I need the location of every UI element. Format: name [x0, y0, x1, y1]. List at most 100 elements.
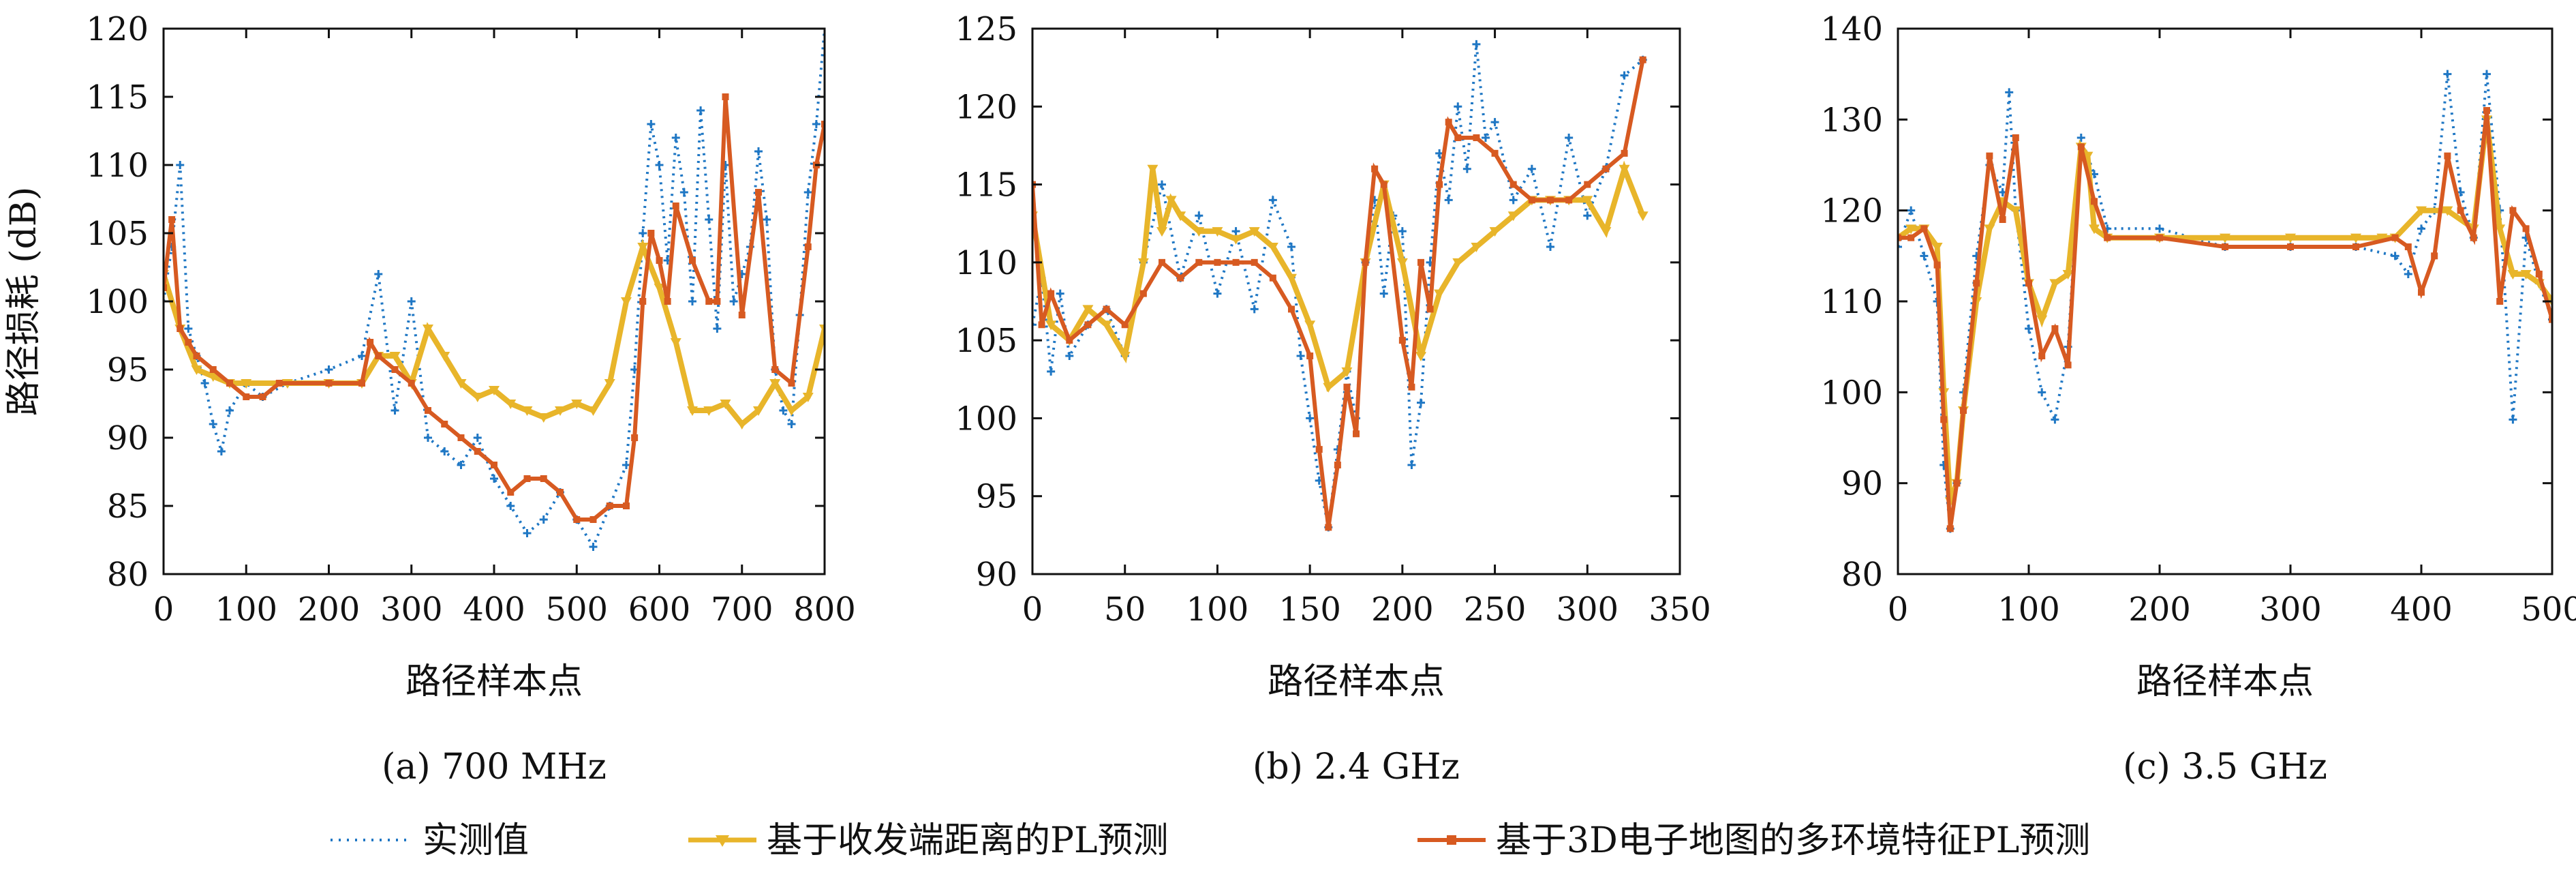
data-point — [647, 120, 656, 128]
data-point — [1101, 320, 1112, 331]
data-point — [753, 406, 764, 416]
data-point — [2391, 234, 2399, 241]
data-point — [2156, 234, 2163, 241]
data-point — [1032, 320, 1037, 329]
data-point — [2404, 243, 2412, 250]
plot-frame — [1031, 27, 1681, 575]
data-point — [1527, 164, 1536, 173]
data-point — [2220, 233, 2230, 243]
y-tick-label: 100 — [86, 283, 149, 321]
data-point — [325, 380, 333, 387]
x-axis-title: 路径样本点 — [2136, 661, 2314, 702]
data-point — [523, 529, 532, 537]
x-tick-label: 150 — [1278, 590, 1341, 629]
data-point — [1436, 181, 1443, 188]
data-point — [679, 188, 688, 196]
data-point — [2051, 415, 2059, 424]
chart-panel-0: 0 100 200 300 400 500 600 700 800 80 85 90 95 100 105 1… — [3, 10, 856, 787]
data-point — [606, 502, 613, 509]
data-point — [622, 461, 630, 469]
y-tick-label: 115 — [86, 78, 149, 117]
data-point — [2287, 243, 2294, 250]
panel-caption: (c) 3.5 GHz — [2123, 747, 2327, 787]
legend-item-3d-map-model: 基于3D电子地图的多环境特征PL预测 — [1417, 820, 2090, 861]
data-point — [2025, 325, 2033, 333]
data-point — [1230, 235, 1242, 245]
legend: 实测值 基于收发端距离的PL预测 基于3D电子地图的多环境特征PL预测 — [331, 820, 2090, 861]
x-tick-label: 500 — [545, 590, 608, 629]
data-point — [1065, 352, 1074, 360]
data-point — [193, 352, 200, 359]
data-point — [1232, 258, 1240, 266]
data-point — [207, 372, 219, 382]
x-tick-label: 600 — [628, 590, 691, 629]
data-point — [1445, 119, 1452, 126]
data-point — [164, 284, 167, 291]
data-point — [1325, 524, 1332, 531]
data-point — [2077, 143, 2085, 151]
x-tick-label: 500 — [2521, 590, 2576, 629]
data-point — [1491, 149, 1499, 157]
plot-area — [1032, 40, 1649, 532]
data-point — [2076, 134, 2085, 142]
data-point — [1248, 227, 1260, 237]
data-point — [457, 461, 465, 469]
data-point — [1213, 289, 1222, 298]
data-point — [587, 406, 599, 416]
data-point — [1362, 258, 1369, 266]
data-point — [2051, 325, 2059, 332]
data-point — [1315, 446, 1323, 453]
x-tick-label: 100 — [1997, 590, 2060, 629]
x-tick-label: 800 — [793, 590, 856, 629]
data-point — [2222, 243, 2228, 250]
data-point — [200, 379, 209, 387]
data-point — [2494, 224, 2506, 235]
data-point — [2010, 206, 2021, 216]
data-point — [1583, 211, 1592, 220]
data-point — [2416, 206, 2427, 216]
y-tick-label: 85 — [107, 487, 149, 526]
data-point — [1353, 430, 1360, 438]
data-point — [1907, 234, 1915, 241]
y-tick-label: 105 — [86, 215, 149, 253]
x-tick-label: 350 — [1649, 590, 1711, 629]
data-point — [425, 407, 431, 414]
data-point — [1379, 289, 1388, 298]
data-point — [771, 366, 779, 373]
data-point — [786, 406, 797, 416]
data-point — [1584, 181, 1591, 188]
y-tick-label: 80 — [1841, 556, 1883, 594]
data-point — [1250, 305, 1259, 314]
data-point — [654, 284, 665, 293]
data-point — [2418, 288, 2425, 296]
data-point — [2089, 224, 2100, 235]
data-point — [226, 380, 233, 387]
y-tick-label: 90 — [107, 419, 149, 457]
data-point — [2036, 315, 2048, 325]
data-point — [787, 420, 796, 428]
data-point — [1267, 243, 1278, 252]
y-axis-title: 路径损耗 (dB) — [3, 187, 44, 417]
legend-marker-distance-model — [716, 835, 729, 847]
data-point — [687, 406, 698, 416]
data-point — [819, 325, 825, 334]
x-axis-title: 路径样本点 — [1268, 661, 1445, 702]
data-point — [491, 462, 497, 468]
data-point — [259, 393, 266, 400]
data-point — [241, 379, 252, 389]
y-tick-label: 110 — [86, 147, 149, 185]
data-point — [2509, 415, 2517, 424]
data-point — [670, 338, 681, 348]
data-point — [2509, 207, 2517, 214]
data-point — [1288, 305, 1295, 313]
data-point — [2483, 70, 2491, 78]
data-point — [1621, 149, 1628, 157]
data-point — [390, 406, 399, 415]
data-point — [2285, 233, 2296, 243]
data-point — [1960, 407, 1967, 414]
data-point — [540, 475, 547, 482]
data-point — [358, 380, 365, 387]
data-point — [1165, 196, 1177, 206]
data-point — [539, 515, 548, 524]
